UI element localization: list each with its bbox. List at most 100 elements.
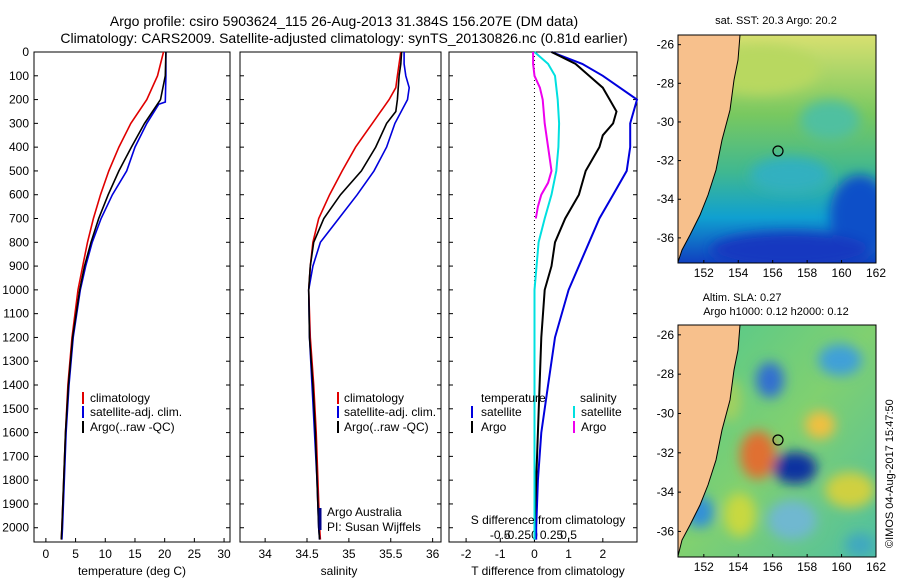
temperature-panel bbox=[33, 51, 231, 543]
sst-map-title: sat. SST: 20.3 Argo: 20.2 bbox=[715, 15, 837, 27]
depth-tick-label: 1300 bbox=[2, 354, 29, 368]
depth-tick-label: 600 bbox=[9, 188, 29, 202]
depth-tick-label: 200 bbox=[9, 93, 29, 107]
diff-legend-temp-title: temperature bbox=[481, 391, 546, 405]
temperature-xlabel: temperature (deg C) bbox=[78, 564, 186, 578]
temperature-plot: 0 5 10 15 20 25 30 bbox=[43, 51, 231, 561]
depth-tick-label: 1800 bbox=[2, 473, 29, 487]
header-line-1: Argo profile: csiro 5903624_115 26-Aug-2… bbox=[110, 13, 578, 29]
s-tick-label: 0.5 bbox=[560, 528, 577, 542]
map-x-tick-label: 152 bbox=[694, 266, 714, 280]
depth-tick-label: 0 bbox=[22, 45, 29, 59]
x-tick-label: 35 bbox=[342, 547, 356, 561]
depth-tick-label: 700 bbox=[9, 212, 29, 226]
t-difference-label: T difference from climatology bbox=[471, 564, 625, 578]
x-tick-label: 35.5 bbox=[379, 547, 403, 561]
sla-map-axes: 152 154 156 158 160 162 -26 -28 -30 -32 -34 -36 bbox=[657, 328, 887, 574]
map-x-tick-label: 160 bbox=[832, 266, 852, 280]
map-y-tick-label: -28 bbox=[657, 367, 675, 381]
map-x-tick-label: 158 bbox=[797, 266, 817, 280]
difference-panel bbox=[448, 51, 638, 543]
map-y-tick-label: -32 bbox=[657, 446, 675, 460]
series-satellite-adj-clim- bbox=[307, 52, 411, 540]
map-y-tick-label: -36 bbox=[657, 231, 675, 245]
map-y-tick-label: -26 bbox=[657, 328, 675, 342]
salinity-legend: climatology satellite-adj. clim. Argo(..… bbox=[337, 391, 436, 434]
map-x-tick-label: 158 bbox=[797, 560, 817, 574]
legend-satellite: satellite-adj. clim. bbox=[90, 405, 182, 419]
series-argo-raw-qc- bbox=[307, 51, 403, 540]
diff-legend-temp-argo: Argo bbox=[481, 420, 507, 434]
x-tick-label: 34 bbox=[258, 547, 272, 561]
salinity-panel bbox=[239, 51, 442, 543]
x-tick-label: -1 bbox=[495, 547, 506, 561]
s-tick-label: -0.25 bbox=[504, 528, 532, 542]
map-x-tick-label: 160 bbox=[832, 560, 852, 574]
diff-legend-temp-sat: satellite bbox=[481, 405, 522, 419]
depth-tick-label: 1700 bbox=[2, 449, 29, 463]
sst-map bbox=[678, 35, 876, 263]
depth-tick-label: 1600 bbox=[2, 426, 29, 440]
x-tick-label: 36 bbox=[426, 547, 440, 561]
x-tick-label: 10 bbox=[99, 547, 113, 561]
sla-argo-marker bbox=[772, 434, 784, 446]
x-tick-label: 0 bbox=[531, 547, 538, 561]
depth-tick-label: 400 bbox=[9, 140, 29, 154]
x-tick-label: -2 bbox=[461, 547, 472, 561]
sst-land bbox=[678, 35, 740, 262]
sst-map-axes: 152 154 156 158 160 162 -26 -28 -30 -32 -34 -36 bbox=[657, 38, 887, 280]
x-tick-label: 2 bbox=[599, 547, 606, 561]
diff-legend-sal-argo: Argo bbox=[581, 420, 607, 434]
sla-map bbox=[678, 325, 876, 557]
x-tick-label: 5 bbox=[72, 547, 79, 561]
series-temperature-satellite bbox=[535, 51, 639, 540]
diff-legend-sal-title: salinity bbox=[580, 391, 617, 405]
depth-axis: 0 100 200 300 400 500 600 700 800 900 1000 1100 1200… bbox=[2, 45, 637, 535]
sla-land bbox=[678, 325, 740, 556]
sst-argo-marker bbox=[772, 145, 784, 157]
series-argo-raw-qc- bbox=[60, 51, 167, 540]
x-tick-label: 1 bbox=[565, 547, 572, 561]
series-salinity-argo bbox=[532, 52, 553, 219]
depth-tick-label: 1400 bbox=[2, 378, 29, 392]
depth-tick-label: 1500 bbox=[2, 402, 29, 416]
pi-label: PI: Susan Wijffels bbox=[327, 520, 421, 534]
salinity-xlabel: salinity bbox=[321, 564, 358, 578]
depth-tick-label: 2000 bbox=[2, 521, 29, 535]
map-y-tick-label: -34 bbox=[657, 192, 675, 206]
sla-map-title: Altim. SLA: 0.27 bbox=[703, 292, 782, 304]
diff-legend-sal-sat: satellite bbox=[581, 405, 622, 419]
depth-tick-label: 500 bbox=[9, 164, 29, 178]
depth-tick-label: 1100 bbox=[3, 307, 29, 321]
x-tick-label: 0 bbox=[43, 547, 50, 561]
header-line-2: Climatology: CARS2009. Satellite-adjuste… bbox=[60, 30, 627, 46]
series-salinity-satellite bbox=[533, 51, 561, 540]
map-x-tick-label: 152 bbox=[694, 560, 714, 574]
x-tick-label: 25 bbox=[188, 547, 202, 561]
difference-legend-salinity: salinity satellite Argo bbox=[573, 391, 622, 434]
x-tick-label: 15 bbox=[128, 547, 142, 561]
sal-legend-climatology: climatology bbox=[344, 391, 404, 405]
map-x-tick-label: 162 bbox=[866, 266, 886, 280]
s-tick-label: -0.5 bbox=[490, 528, 511, 542]
map-y-tick-label: -26 bbox=[657, 38, 675, 52]
salinity-plot: 34 34.5 35 35.5 36 bbox=[258, 51, 440, 561]
map-y-tick-label: -36 bbox=[657, 524, 675, 538]
map-y-tick-label: -28 bbox=[657, 76, 675, 90]
map-y-tick-label: -30 bbox=[657, 115, 675, 129]
difference-legend-temperature: temperature satellite Argo bbox=[471, 391, 546, 434]
map-x-tick-label: 162 bbox=[866, 560, 886, 574]
argo-australia-label: Argo Australia bbox=[327, 505, 402, 519]
series-temperature-argo bbox=[533, 51, 618, 540]
s-difference-label: S difference from climatology bbox=[471, 513, 626, 527]
map-y-tick-label: -34 bbox=[657, 485, 675, 499]
map-x-tick-label: 154 bbox=[728, 560, 748, 574]
sal-legend-argo: Argo(..raw -QC) bbox=[344, 420, 429, 434]
depth-tick-label: 300 bbox=[9, 116, 29, 130]
depth-tick-label: 1200 bbox=[2, 330, 29, 344]
legend-climatology: climatology bbox=[90, 391, 150, 405]
sal-legend-satellite: satellite-adj. clim. bbox=[344, 405, 436, 419]
x-tick-label: 20 bbox=[158, 547, 172, 561]
x-tick-label: 34.5 bbox=[295, 547, 319, 561]
